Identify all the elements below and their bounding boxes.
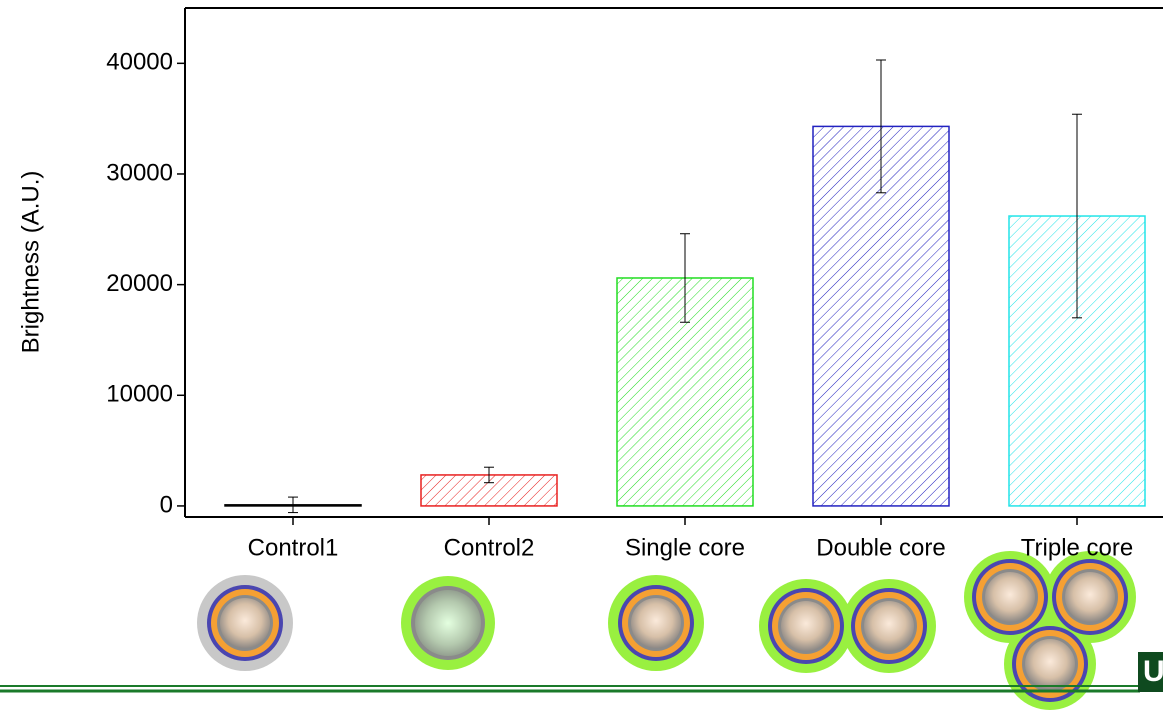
x-tick-label: Control1 [248, 534, 339, 561]
logo-text: U [1143, 655, 1163, 688]
y-tick-label: 0 [160, 491, 173, 518]
x-tick-label: Double core [816, 534, 945, 561]
x-tick-label: Single core [625, 534, 745, 561]
y-tick-label: 10000 [106, 381, 173, 408]
y-tick-label: 20000 [106, 270, 173, 297]
y-axis-label: Brightness (A.U.) [17, 171, 44, 354]
y-tick-label: 40000 [106, 49, 173, 76]
footer-lines [0, 686, 1140, 691]
chart: Brightness (A.U.) U 0 10000 20000 30000 4000… [0, 0, 1163, 711]
y-tick-label: 30000 [106, 159, 173, 186]
x-tick-label: Control2 [444, 534, 535, 561]
x-tick-label: Triple core [1021, 534, 1133, 561]
